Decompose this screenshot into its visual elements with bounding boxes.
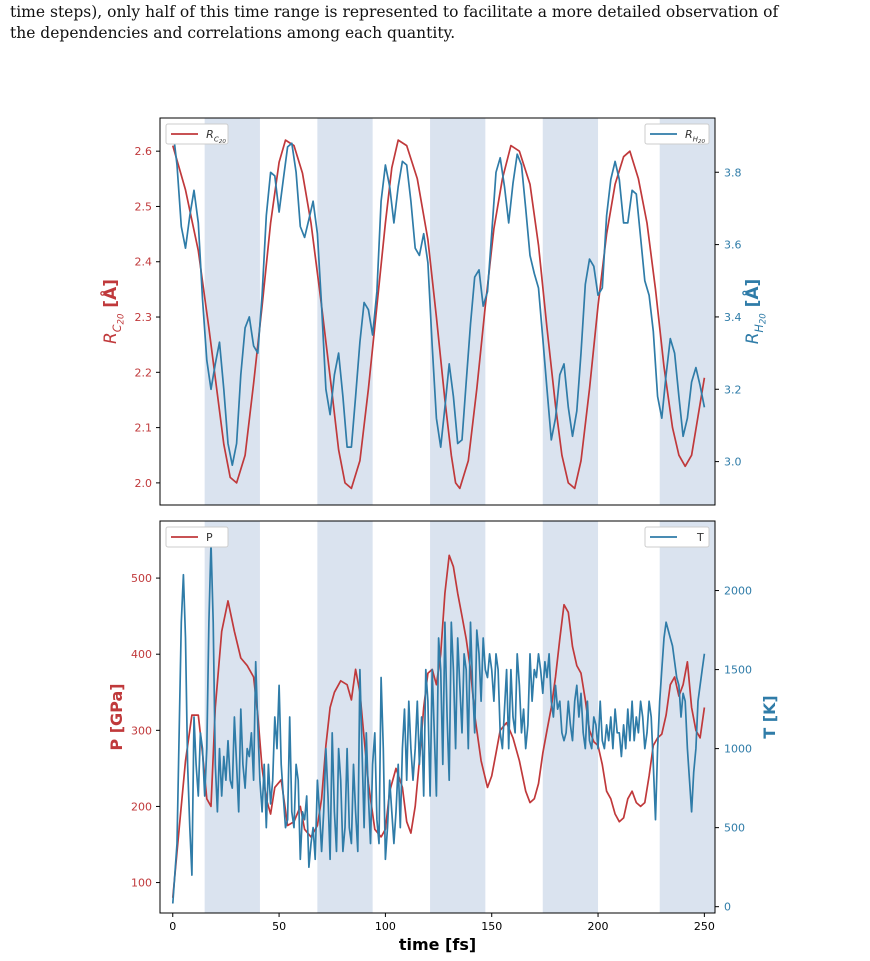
left-tick-label: 2.2 bbox=[135, 366, 153, 379]
y-axis-label-right-top: RH20 [Å] bbox=[740, 279, 769, 345]
series-line-t bbox=[171, 542, 706, 904]
right-tick-label: 3.4 bbox=[724, 311, 742, 324]
left-tick-label: 300 bbox=[131, 724, 152, 737]
legend-label-rh20: RH20 bbox=[685, 128, 706, 145]
legend-right: T bbox=[644, 526, 710, 548]
right-tick-label: 3.8 bbox=[724, 166, 742, 179]
left-tick-label: 2.6 bbox=[135, 145, 153, 158]
legend-label-t: T bbox=[696, 531, 704, 544]
right-tick-label: 3.6 bbox=[724, 239, 742, 252]
y-axis-label-left-top-text: RC20 [Å] bbox=[98, 279, 127, 344]
shaded-band-2 bbox=[317, 521, 373, 913]
left-tick-label: 2.3 bbox=[135, 311, 153, 324]
x-tick-label: 0 bbox=[169, 920, 176, 933]
left-tick-label: 2.4 bbox=[135, 256, 153, 269]
right-tick-label: 1500 bbox=[724, 664, 752, 677]
right-tick-label: 3.2 bbox=[724, 383, 742, 396]
shaded-band-5 bbox=[659, 521, 715, 913]
right-tick-label: 1000 bbox=[724, 743, 752, 756]
shaded-band-2 bbox=[317, 118, 373, 505]
series-line-rc20 bbox=[171, 139, 706, 490]
legend-right bbox=[644, 123, 710, 145]
left-tick-label: 500 bbox=[131, 572, 152, 585]
left-tick-label: 400 bbox=[131, 648, 152, 661]
left-tick-label: 200 bbox=[131, 800, 152, 813]
paragraph-line-2: the dependencies and correlations among … bbox=[10, 24, 456, 42]
legend-label-p: P bbox=[206, 531, 213, 544]
shaded-band-1 bbox=[204, 118, 260, 505]
legend-label-rh20-text: RH20 bbox=[685, 128, 706, 145]
legend-label-rc20-text: RC20 bbox=[206, 128, 226, 145]
shaded-band-1 bbox=[204, 521, 260, 913]
series-line-rh20 bbox=[171, 128, 706, 467]
y-axis-label-left-bottom: P [GPa] bbox=[107, 683, 126, 750]
legend-left bbox=[165, 123, 229, 145]
axes-frame bbox=[159, 520, 716, 914]
panel-bottom: 100 200 300 400 500 0 500 1000 1500 2000 P T bbox=[131, 520, 752, 914]
legend-label-rc20: RC20 bbox=[206, 128, 226, 145]
shaded-band-3 bbox=[430, 521, 486, 913]
x-tick-label: 250 bbox=[694, 920, 715, 933]
y-axis-label-left-top: RC20 [Å] bbox=[98, 279, 127, 344]
x-tick-label: 50 bbox=[272, 920, 286, 933]
right-tick-label: 500 bbox=[724, 822, 745, 835]
shaded-band-3 bbox=[430, 118, 486, 505]
left-tick-label: 2.0 bbox=[135, 477, 153, 490]
left-tick-label: 2.1 bbox=[135, 422, 153, 435]
axes-frame bbox=[159, 117, 716, 506]
left-tick-label: 2.5 bbox=[135, 200, 153, 213]
x-tick-label: 100 bbox=[375, 920, 396, 933]
x-tick-label: 200 bbox=[588, 920, 609, 933]
left-tick-label: 100 bbox=[131, 877, 152, 890]
paragraph-line-1: time steps), only half of this time rang… bbox=[10, 3, 779, 21]
right-tick-label: 0 bbox=[724, 901, 731, 914]
right-tick-label: 3.0 bbox=[724, 456, 742, 469]
shaded-band-4 bbox=[542, 118, 599, 505]
legend-left: P bbox=[165, 526, 229, 548]
paragraph-text: time steps), only half of this time rang… bbox=[10, 2, 865, 44]
y-axis-label-right-top-text: RH20 [Å] bbox=[740, 279, 769, 345]
x-axis-label: time [fs] bbox=[399, 935, 476, 954]
panel-top: 2.0 2.1 2.2 2.3 2.4 2.5 2.6 3.0 3.2 3.4 3.6 3.8 bbox=[135, 117, 742, 506]
x-tick-label: 150 bbox=[481, 920, 502, 933]
shaded-band-5 bbox=[659, 118, 715, 505]
y-axis-label-right-bottom: T [K] bbox=[760, 695, 779, 739]
right-tick-label: 2000 bbox=[724, 585, 752, 598]
series-line-p bbox=[171, 554, 706, 898]
